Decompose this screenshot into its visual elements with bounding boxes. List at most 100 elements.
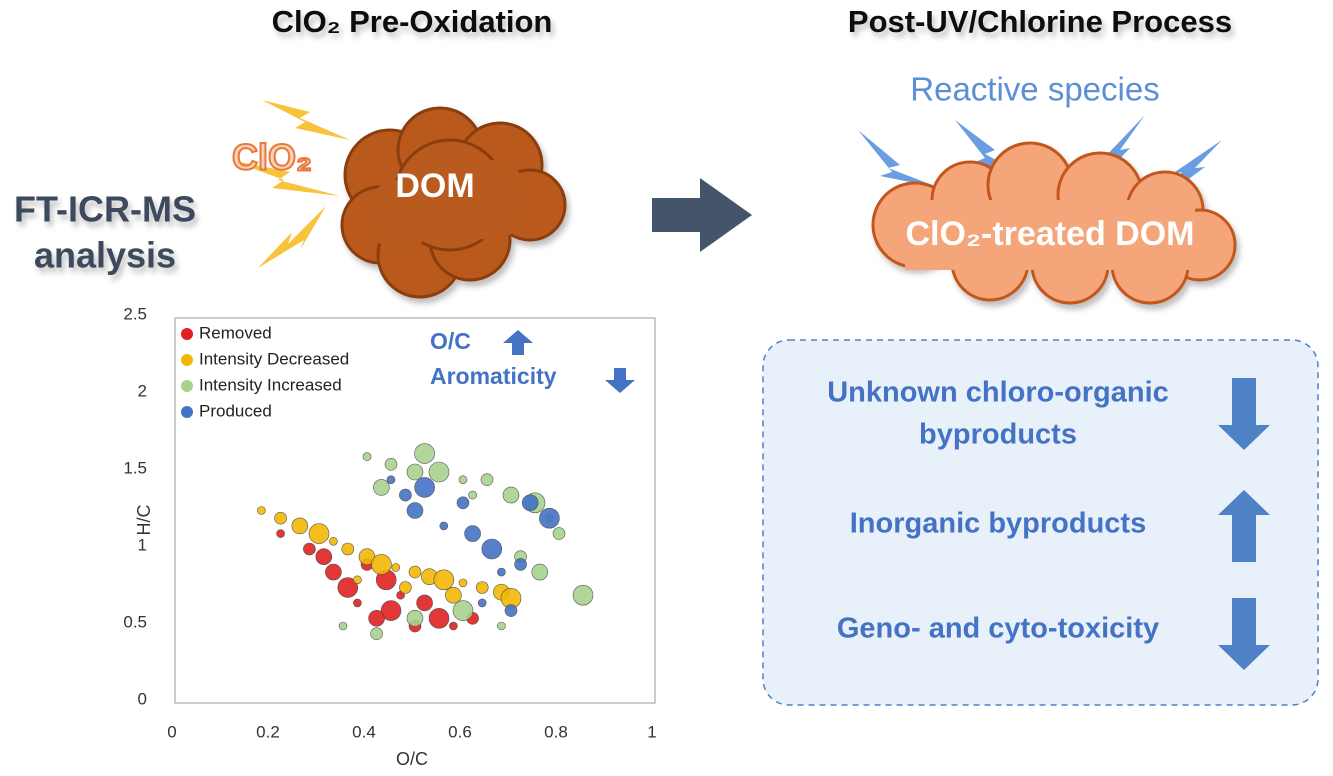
scatter-chart: Removed Intensity Decreased Intensity Incr… — [174, 317, 656, 704]
point — [497, 621, 506, 631]
treated-dom-label: ClO₂-treated DOM — [905, 215, 1194, 253]
legend-label: Produced — [199, 401, 272, 420]
left-title: ClO₂ Pre-Oxidation — [272, 4, 553, 39]
y-tick-label: 2 — [138, 381, 147, 400]
effects: Unknown chloro-organic byproducts Inorgani… — [827, 377, 1169, 645]
point — [408, 565, 422, 579]
point — [414, 443, 435, 464]
point — [497, 567, 506, 577]
point — [276, 529, 285, 538]
effect-text: byproducts — [919, 419, 1077, 451]
point — [502, 486, 520, 504]
dom-label: DOM — [395, 167, 474, 205]
x-tick-label: 1 — [647, 722, 656, 741]
effects-box — [762, 339, 1319, 706]
point — [531, 563, 549, 581]
effect-text: Unknown chloro-organic — [827, 377, 1169, 409]
effect-arrows — [1218, 378, 1270, 670]
point — [458, 475, 468, 485]
x-tick-label: 0.6 — [448, 722, 472, 741]
treated-dom-fill — [905, 200, 1195, 270]
point — [406, 609, 424, 627]
effect-text: Geno- and cyto-toxicity — [837, 613, 1159, 645]
point — [428, 461, 450, 483]
legend-marker — [181, 406, 193, 418]
y-tick-label: 2.5 — [123, 304, 147, 323]
point — [475, 581, 489, 594]
point — [428, 607, 450, 629]
lightning — [230, 100, 350, 268]
x-tick-label: 0.4 — [352, 722, 376, 741]
point — [384, 457, 398, 471]
point — [468, 490, 477, 500]
point — [539, 507, 560, 529]
y-tick-label: 0.5 — [123, 612, 147, 631]
process-arrow — [652, 178, 752, 252]
effect-text: Inorganic byproducts — [850, 508, 1146, 540]
point — [338, 621, 348, 631]
point — [386, 475, 396, 485]
legend-marker — [181, 354, 193, 366]
y-tick-label: 1 — [138, 535, 147, 554]
oxidant-label: ClO₂ — [232, 137, 312, 178]
point — [481, 538, 503, 560]
point — [504, 604, 518, 617]
point — [406, 463, 424, 481]
x-tick-label: 0 — [167, 722, 176, 741]
annotation: O/C — [430, 328, 471, 354]
point — [341, 542, 355, 556]
x-tick-label: 0.8 — [544, 722, 568, 741]
point — [303, 542, 316, 556]
legend-marker — [181, 328, 193, 340]
point — [391, 563, 401, 572]
y-tick-label: 1.5 — [123, 458, 147, 477]
point — [406, 502, 424, 519]
point — [445, 586, 462, 604]
right-title: Post-UV/Chlorine Process — [848, 4, 1232, 39]
point — [353, 598, 362, 608]
point — [449, 621, 458, 631]
y-axis-label: H/C — [134, 505, 154, 536]
point — [315, 548, 333, 566]
point — [464, 525, 481, 542]
annotation-arrow — [605, 368, 635, 393]
point — [414, 477, 435, 498]
point — [552, 527, 566, 540]
point — [399, 581, 412, 594]
point — [433, 569, 455, 591]
point — [477, 598, 487, 608]
method-label: analysis — [34, 235, 176, 276]
dom-cloud-fill — [365, 143, 530, 250]
point — [308, 523, 330, 544]
point — [329, 536, 338, 546]
point — [257, 506, 266, 515]
point — [337, 577, 359, 598]
annotation-arrow — [503, 330, 533, 355]
method-label: FT-ICR-MS — [14, 189, 196, 230]
point — [514, 558, 527, 571]
x-tick-label: 0.2 — [256, 722, 280, 741]
legend-marker — [181, 380, 193, 392]
annotation: Aromaticity — [430, 363, 557, 389]
point — [353, 575, 362, 585]
point — [371, 554, 392, 575]
point — [373, 479, 390, 496]
point — [458, 578, 468, 588]
legend-label: Removed — [199, 323, 272, 342]
point — [274, 511, 287, 525]
point — [439, 521, 449, 531]
point — [399, 488, 412, 502]
point — [521, 494, 539, 512]
point — [456, 496, 470, 510]
species-label: Reactive species — [910, 71, 1159, 108]
legend-label: Intensity Decreased — [199, 349, 349, 368]
point — [416, 594, 433, 612]
point — [572, 584, 594, 606]
point — [370, 627, 383, 641]
point — [480, 473, 494, 487]
x-axis-label: O/C — [396, 749, 428, 769]
point — [452, 600, 474, 621]
legend-label: Intensity Increased — [199, 375, 342, 394]
